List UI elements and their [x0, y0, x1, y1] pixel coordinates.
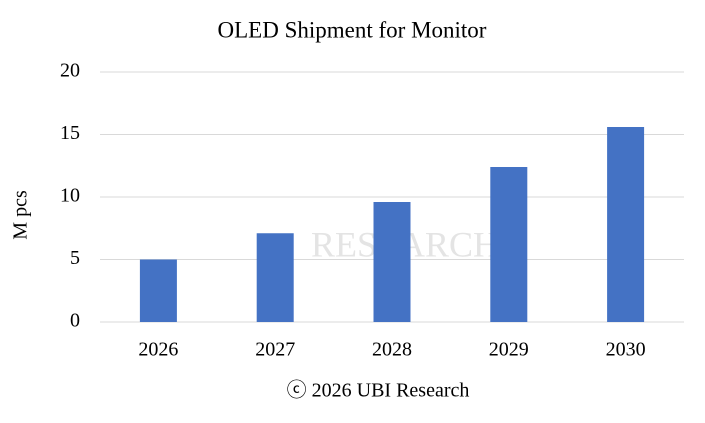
y-axis-label: M pcs	[10, 190, 32, 240]
y-tick-label: 5	[70, 247, 80, 269]
y-tick-label: 0	[70, 310, 80, 332]
y-tick-label: 10	[60, 185, 80, 207]
bar	[256, 233, 294, 322]
footer: ⓒ 2026 UBI Research	[287, 379, 470, 402]
x-tick-label: 2029	[489, 339, 529, 361]
bar	[490, 167, 528, 322]
x-tick-label: 2027	[255, 339, 295, 361]
chart-title: OLED Shipment for Monitor	[218, 17, 487, 42]
bar	[607, 127, 645, 322]
y-tick-label: 20	[60, 60, 80, 82]
x-tick-label: 2028	[372, 339, 412, 361]
y-tick-label: 15	[60, 122, 80, 144]
bar	[373, 202, 411, 322]
x-tick-label: 2030	[606, 339, 646, 361]
bar	[139, 259, 177, 322]
x-tick-label: 2026	[138, 339, 178, 361]
